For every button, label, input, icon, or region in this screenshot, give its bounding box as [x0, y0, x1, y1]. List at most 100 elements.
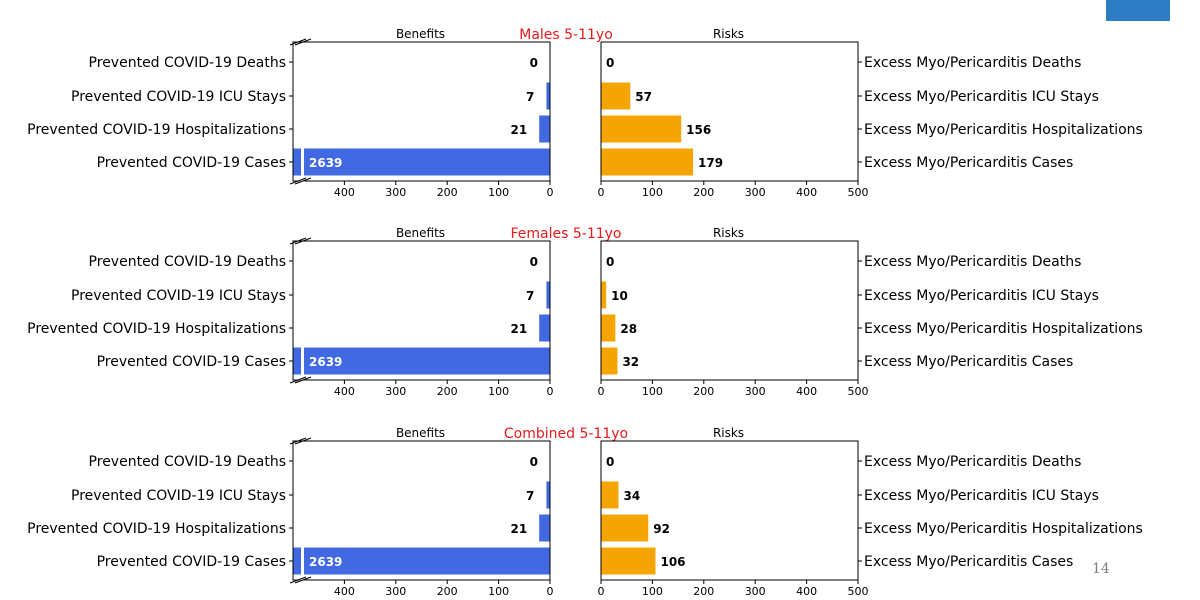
benefits-title-combined: Benefits — [396, 426, 445, 440]
risk-x-tick-label: 300 — [745, 186, 766, 199]
benefit-category-label: Prevented COVID-19 Deaths — [89, 454, 286, 470]
benefit-x-tick-label: 400 — [334, 186, 355, 199]
risk-value-label: 92 — [653, 522, 670, 536]
benefit-value-label: 21 — [511, 322, 528, 336]
benefit-x-tick-label: 400 — [334, 385, 355, 398]
benefit-x-tick-label: 100 — [488, 186, 509, 199]
chart-title-males: Males 5-11yo — [519, 27, 613, 43]
benefit-x-tick-label: 200 — [437, 385, 458, 398]
benefit-category-label: Prevented COVID-19 Cases — [97, 155, 286, 171]
benefit-value-label: 0 — [530, 455, 538, 469]
risk-category-label: Excess Myo/Pericarditis Cases — [864, 354, 1073, 370]
risks-panel-frame-males — [600, 41, 859, 182]
risk-x-tick-label: 0 — [598, 385, 605, 398]
axis-break-mark — [289, 38, 307, 46]
risk-category-label: Excess Myo/Pericarditis Deaths — [864, 55, 1081, 71]
benefit-x-tick-label: 0 — [547, 385, 554, 398]
benefit-value-label: 2639 — [309, 156, 342, 170]
risk-x-tick-label: 400 — [796, 186, 817, 199]
risk-x-tick-label: 100 — [642, 385, 663, 398]
risk-value-label: 10 — [611, 289, 628, 303]
benefit-x-tick-label: 400 — [334, 585, 355, 598]
benefit-bar — [546, 481, 550, 509]
risk-value-label: 106 — [660, 555, 685, 569]
axis-break-mark — [294, 38, 312, 46]
risk-x-tick-label: 100 — [642, 585, 663, 598]
risk-x-tick-label: 300 — [745, 585, 766, 598]
risk-value-label: 34 — [623, 489, 640, 503]
benefit-x-tick-label: 200 — [437, 186, 458, 199]
benefit-category-label: Prevented COVID-19 ICU Stays — [71, 89, 286, 105]
axis-break-mark — [289, 237, 307, 245]
axis-break-mark — [289, 576, 307, 584]
benefit-x-tick-label: 0 — [547, 186, 554, 199]
benefit-category-label: Prevented COVID-19 Cases — [97, 554, 286, 570]
risk-value-label: 0 — [606, 255, 614, 269]
axis-break-mark — [289, 437, 307, 445]
risk-value-label: 0 — [606, 455, 614, 469]
risk-bar — [601, 481, 619, 509]
risk-category-label: Excess Myo/Pericarditis ICU Stays — [864, 488, 1099, 504]
benefits-panel-frame-males — [292, 41, 551, 182]
benefit-bar — [304, 547, 550, 575]
axis-break-mark — [294, 437, 312, 445]
risks-title-combined: Risks — [713, 426, 744, 440]
benefit-value-label: 0 — [530, 255, 538, 269]
benefit-bar-stub — [293, 547, 301, 575]
benefits-panel-frame-females — [292, 240, 551, 381]
risk-category-label: Excess Myo/Pericarditis ICU Stays — [864, 89, 1099, 105]
risk-x-tick-label: 500 — [848, 585, 869, 598]
benefit-category-label: Prevented COVID-19 Hospitalizations — [27, 321, 286, 337]
risk-value-label: 0 — [606, 56, 614, 70]
benefit-value-label: 0 — [530, 56, 538, 70]
benefit-bar-stub — [293, 148, 301, 176]
benefit-value-label: 2639 — [309, 555, 342, 569]
axis-break-mark — [294, 376, 312, 384]
benefit-category-label: Prevented COVID-19 Hospitalizations — [27, 521, 286, 537]
risk-x-tick-label: 400 — [796, 385, 817, 398]
axis-break-mark — [289, 177, 307, 185]
risk-value-label: 179 — [698, 156, 723, 170]
page-number: 14 — [1092, 561, 1110, 577]
chart-title-combined: Combined 5-11yo — [504, 426, 628, 442]
risk-category-label: Excess Myo/Pericarditis Hospitalizations — [864, 321, 1143, 337]
benefit-x-tick-label: 0 — [547, 585, 554, 598]
risk-x-tick-label: 0 — [598, 585, 605, 598]
risk-category-label: Excess Myo/Pericarditis Hospitalizations — [864, 521, 1143, 537]
benefit-x-tick-label: 300 — [385, 385, 406, 398]
corner-accent-block — [1106, 0, 1170, 21]
risk-x-tick-label: 0 — [598, 186, 605, 199]
risks-title-females: Risks — [713, 226, 744, 240]
benefits-panel-frame-combined — [292, 440, 551, 581]
risk-bar — [601, 514, 649, 542]
risk-bar — [601, 148, 694, 176]
risks-title-males: Risks — [713, 27, 744, 41]
risk-x-tick-label: 100 — [642, 186, 663, 199]
benefit-value-label: 7 — [526, 289, 534, 303]
benefit-category-label: Prevented COVID-19 Deaths — [89, 55, 286, 71]
benefit-bar — [546, 281, 550, 309]
axis-break-mark — [289, 376, 307, 384]
benefit-x-tick-label: 300 — [385, 585, 406, 598]
benefit-category-label: Prevented COVID-19 Cases — [97, 354, 286, 370]
benefit-value-label: 21 — [511, 522, 528, 536]
axis-break-mark — [294, 237, 312, 245]
risk-value-label: 156 — [686, 123, 711, 137]
risk-value-label: 28 — [620, 322, 637, 336]
benefit-x-tick-label: 100 — [488, 585, 509, 598]
risk-bar — [601, 115, 682, 143]
benefit-bar — [539, 314, 550, 342]
risk-x-tick-label: 500 — [848, 186, 869, 199]
risk-x-tick-label: 200 — [693, 585, 714, 598]
risk-bar — [601, 347, 618, 375]
benefit-category-label: Prevented COVID-19 Hospitalizations — [27, 122, 286, 138]
axis-break-mark — [294, 177, 312, 185]
axis-break-mark — [294, 576, 312, 584]
benefit-x-tick-label: 300 — [385, 186, 406, 199]
risk-x-tick-label: 300 — [745, 385, 766, 398]
risk-x-tick-label: 200 — [693, 186, 714, 199]
benefit-value-label: 21 — [511, 123, 528, 137]
risk-value-label: 32 — [622, 355, 639, 369]
benefit-value-label: 2639 — [309, 355, 342, 369]
benefits-title-males: Benefits — [396, 27, 445, 41]
